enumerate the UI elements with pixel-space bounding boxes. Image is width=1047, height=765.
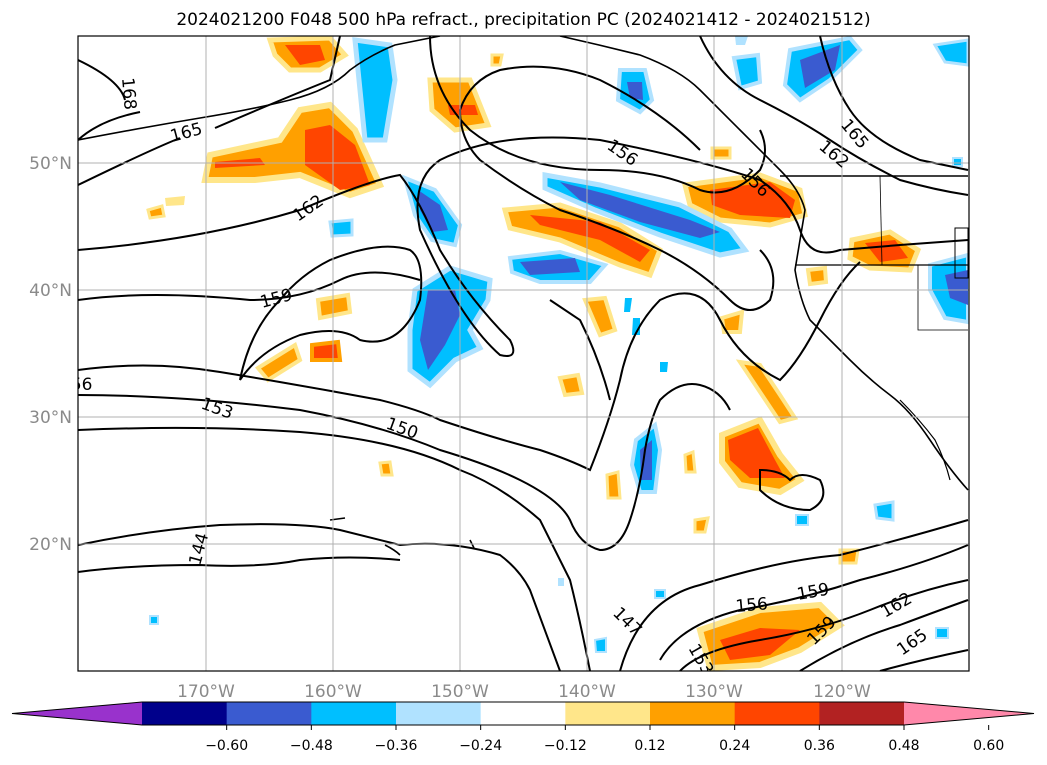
colorbar-segment bbox=[819, 702, 905, 725]
map-frame bbox=[77, 35, 970, 672]
lon-label: 170°W bbox=[177, 682, 235, 702]
contour-label: 168 bbox=[117, 77, 140, 111]
colorbar-segment bbox=[565, 702, 651, 725]
grid-lines bbox=[78, 36, 969, 671]
latitude-labels: 50°N 40°N 30°N 20°N bbox=[29, 154, 72, 555]
lon-label: 140°W bbox=[558, 682, 616, 702]
lon-label: 150°W bbox=[431, 682, 489, 702]
colorbar-segment bbox=[226, 702, 312, 725]
lat-label: 20°N bbox=[29, 535, 72, 555]
contour-label: 156 bbox=[735, 594, 769, 617]
colorbar-outline bbox=[11, 701, 1035, 726]
colorbar-segment bbox=[734, 702, 820, 725]
lat-label: 40°N bbox=[29, 281, 72, 301]
colorbar-segment bbox=[480, 702, 566, 725]
map-background bbox=[78, 36, 969, 671]
colorbar-tick-label: 0.24 bbox=[719, 738, 750, 754]
refractivity-contours bbox=[78, 36, 969, 671]
colorbar-segment bbox=[311, 702, 397, 725]
colorbar-tick-label: 0.12 bbox=[634, 738, 665, 754]
colorbar-extend-low bbox=[12, 702, 142, 725]
contour-label: 156 bbox=[60, 375, 92, 395]
colorbar: −0.60 −0.48 −0.36 −0.24 −0.12 0.12 0.24 0.36 0.4… bbox=[11, 701, 1035, 754]
longitude-labels: 170°W 160°W 150°W 140°W 130°W 120°W bbox=[177, 682, 871, 702]
colorbar-segment bbox=[142, 702, 228, 725]
lat-label: 30°N bbox=[29, 408, 72, 428]
colorbar-tick-label: −0.60 bbox=[205, 738, 248, 754]
lon-label: 160°W bbox=[304, 682, 362, 702]
precip-positive-fields bbox=[146, 36, 922, 671]
colorbar-tick-label: 0.36 bbox=[804, 738, 835, 754]
map-title: 2024021200 F048 500 hPa refract., precip… bbox=[176, 10, 871, 30]
colorbar-tick-label: 0.48 bbox=[888, 738, 919, 754]
colorbar-segment bbox=[396, 702, 482, 725]
colorbar-segment bbox=[650, 702, 736, 725]
colorbar-tick-label: 0.60 bbox=[973, 738, 1004, 754]
colorbar-tick-label: −0.36 bbox=[375, 738, 418, 754]
colorbar-tick-label: −0.48 bbox=[290, 738, 333, 754]
colorbar-tick-label: −0.12 bbox=[544, 738, 587, 754]
lat-label: 50°N bbox=[29, 154, 72, 174]
colorbar-tick-label: −0.24 bbox=[459, 738, 502, 754]
colorbar-extend-high bbox=[904, 702, 1034, 725]
lon-label: 120°W bbox=[813, 682, 871, 702]
lon-label: 130°W bbox=[685, 682, 743, 702]
